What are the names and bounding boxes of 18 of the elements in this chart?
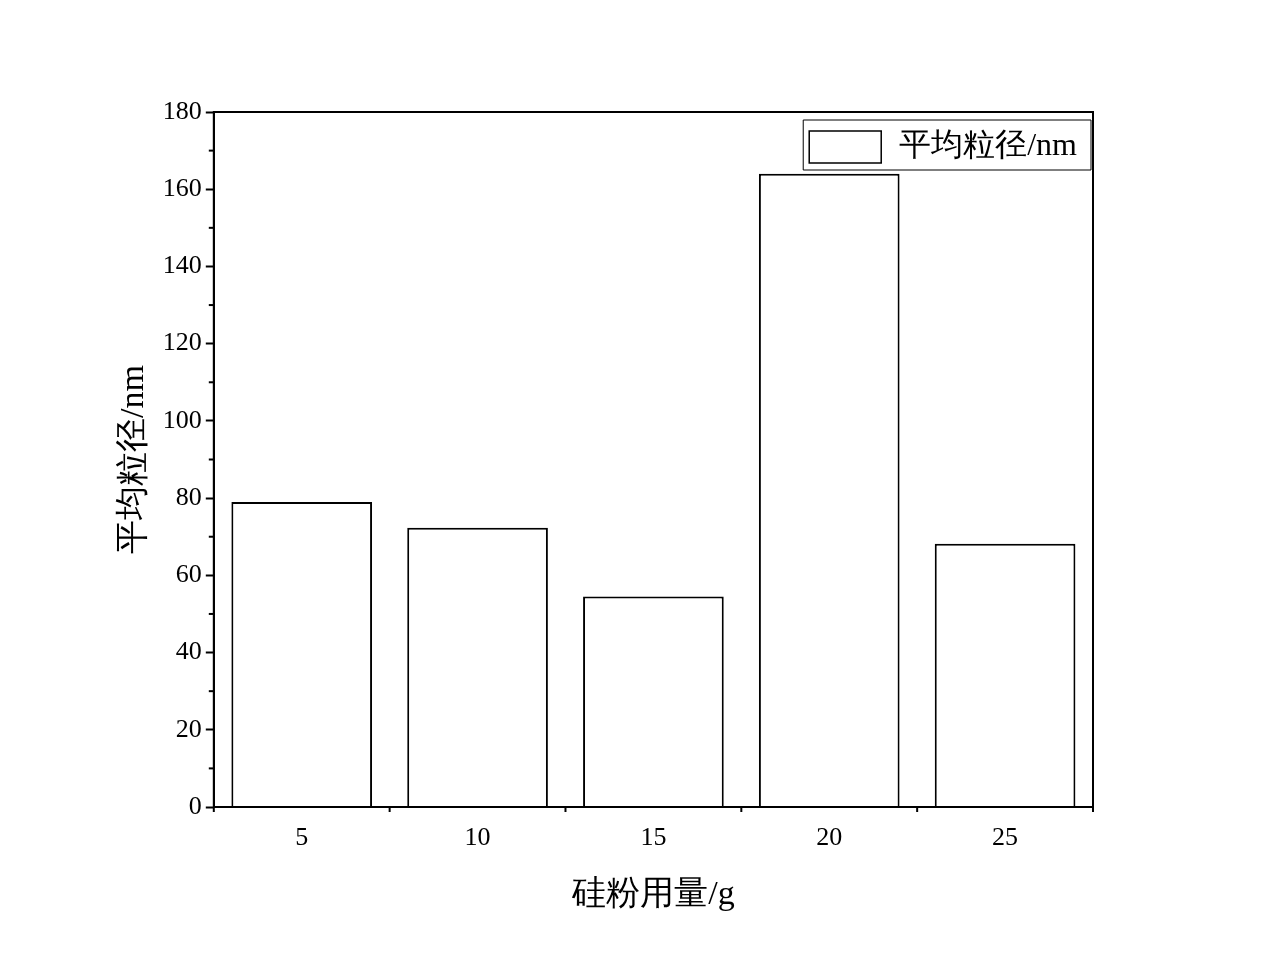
y-tick-label: 180: [162, 95, 202, 125]
x-axis-title: 硅粉用量/g: [571, 873, 735, 911]
y-tick-label: 160: [162, 173, 202, 203]
x-tick-label: 10: [464, 822, 491, 852]
y-tick-label: 80: [175, 481, 202, 511]
y-tick-label: 100: [162, 404, 202, 434]
y-axis-title: 平均粒径/nm: [113, 365, 151, 554]
x-tick-label: 5: [295, 822, 309, 852]
y-tick-label: 60: [175, 559, 202, 589]
y-tick-label: 140: [162, 250, 202, 280]
x-tick-label: 20: [816, 822, 843, 852]
y-tick-label: 40: [175, 636, 202, 666]
y-tick-label: 20: [175, 713, 202, 743]
x-tick-label: 15: [640, 822, 667, 852]
x-tick-label: 25: [992, 822, 1019, 852]
series-label: 平均粒径/nm: [899, 126, 1078, 163]
y-tick-label: 120: [162, 327, 202, 357]
y-tick-label: 0: [188, 790, 202, 820]
